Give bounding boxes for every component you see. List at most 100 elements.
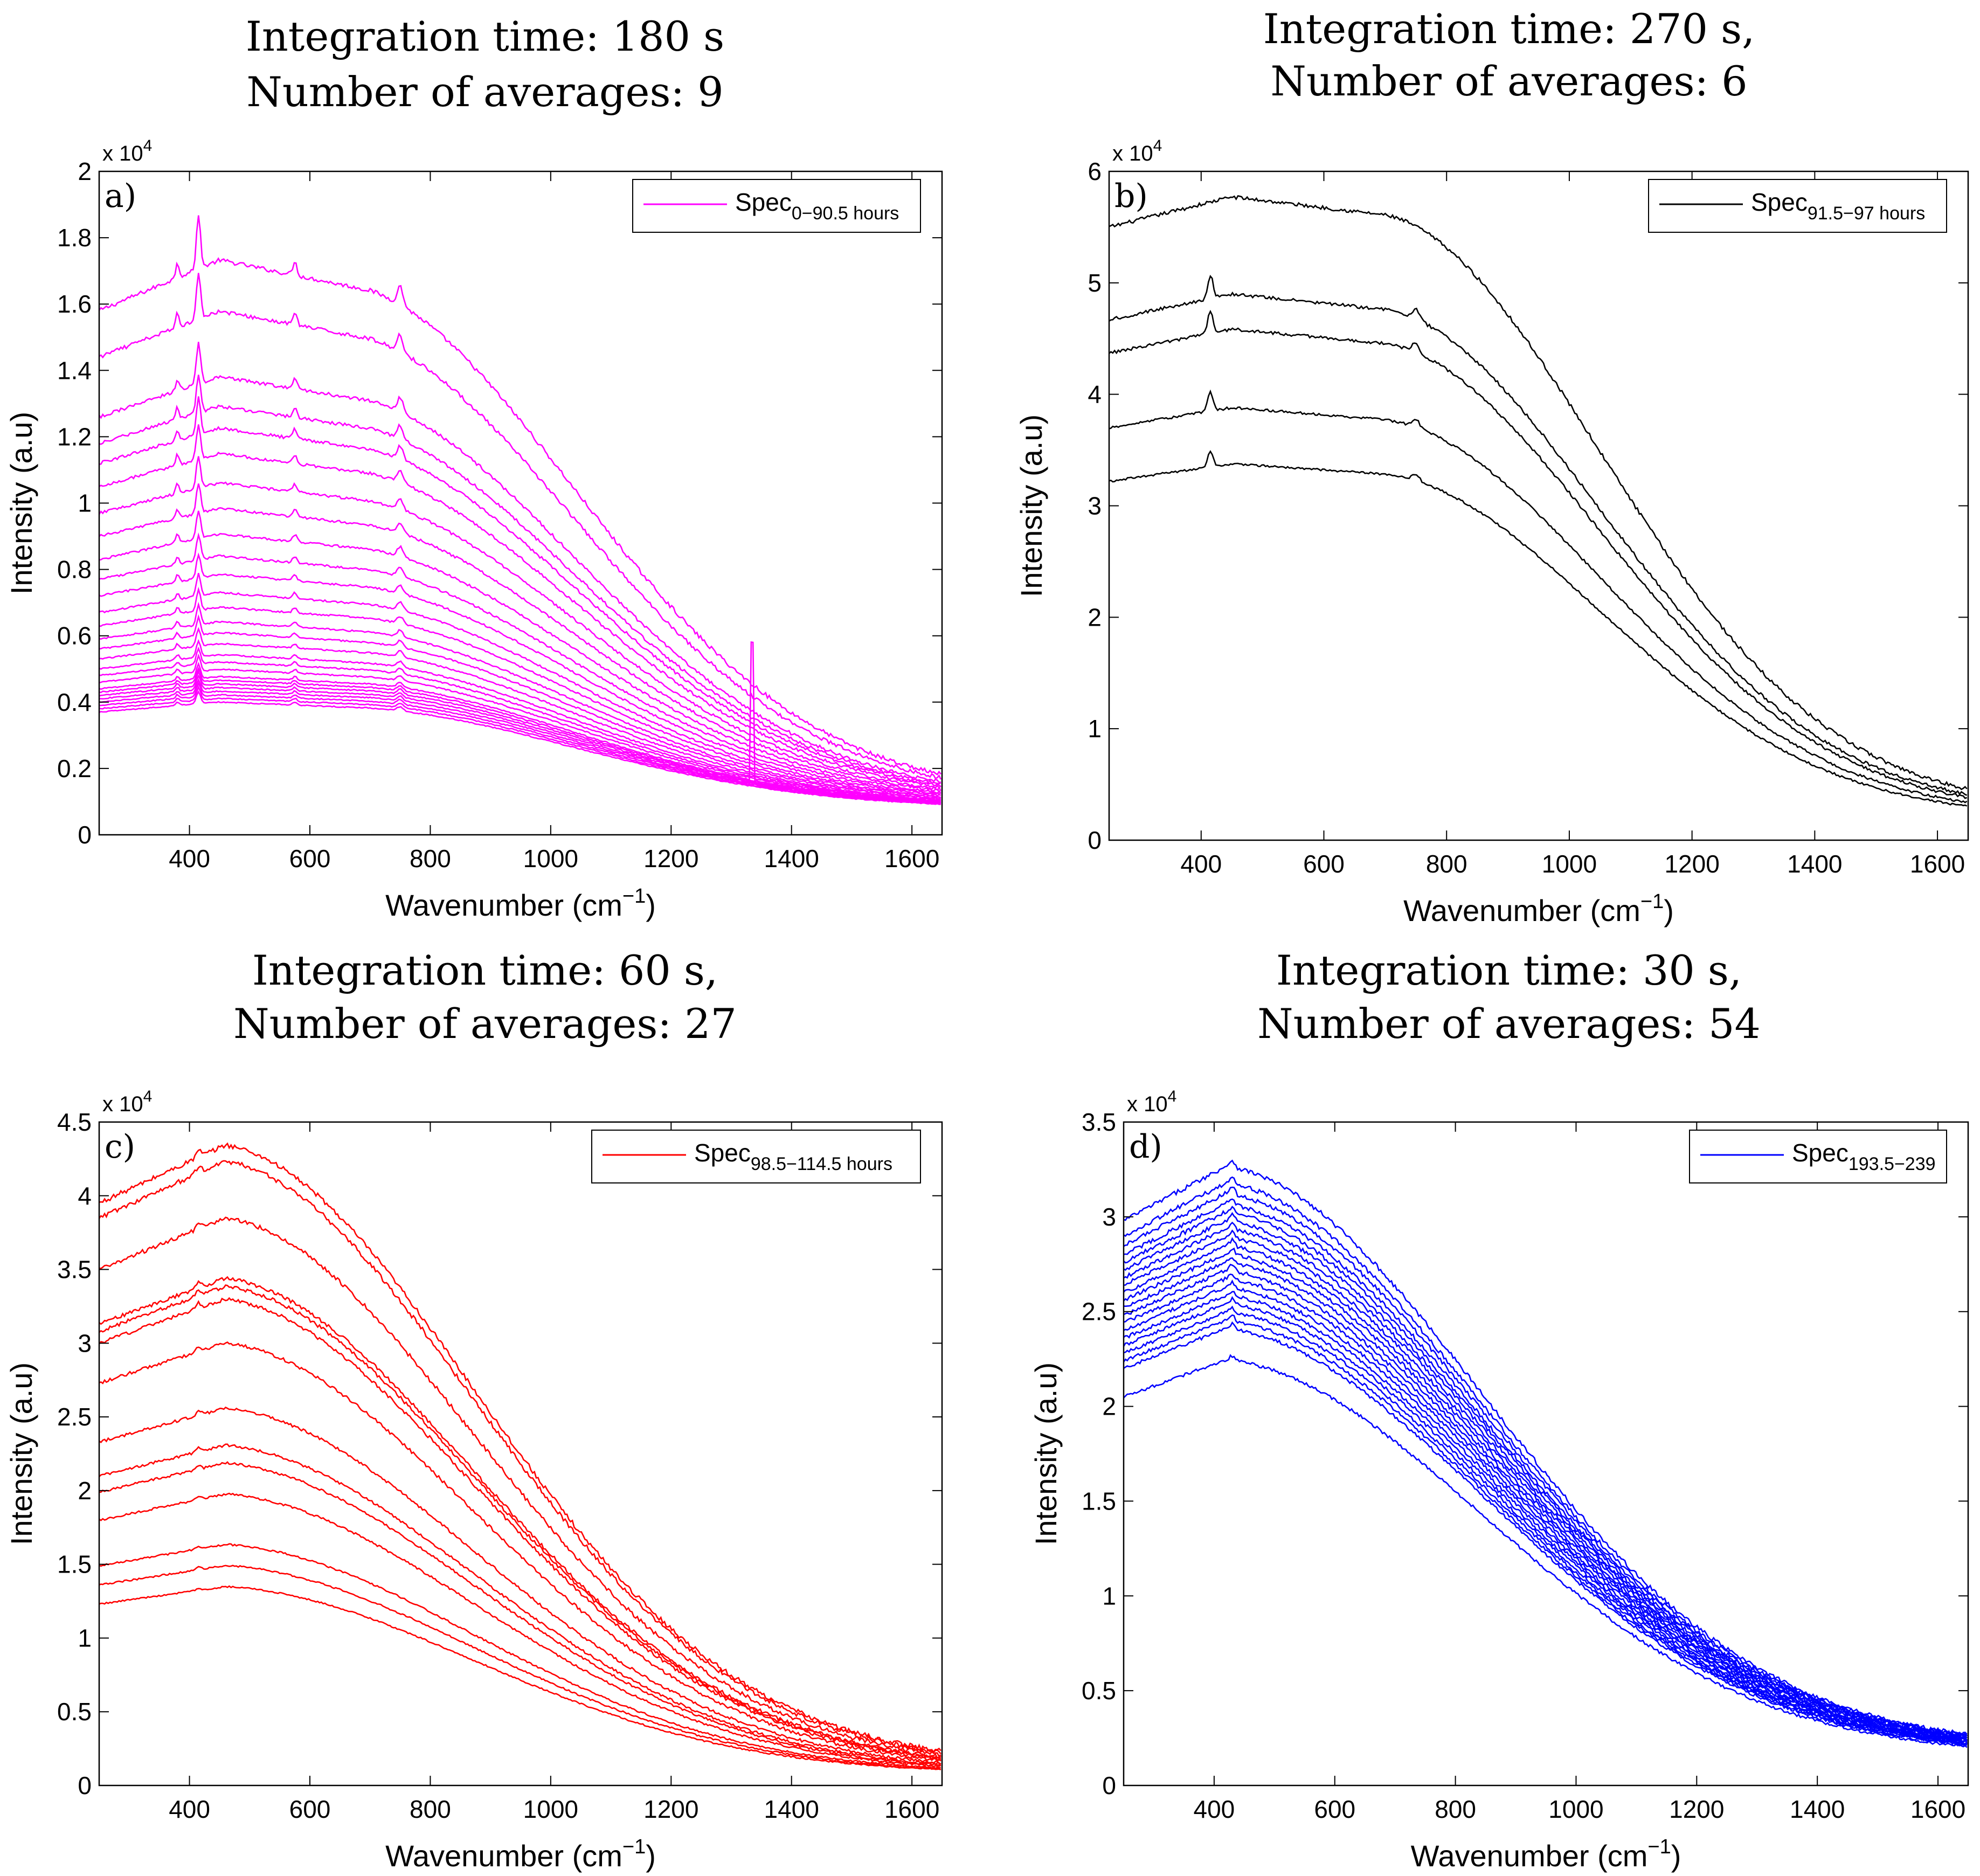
x-tick-label: 1600 [1910,1795,1965,1823]
series-line [1109,309,1968,799]
legend-box [1648,179,1947,233]
x-axis-label-text: Wavenumber (cm [385,888,622,922]
series-line [99,1160,941,1755]
series-line [1109,389,1968,804]
x-tick-label: 400 [1180,850,1222,878]
x-tick-label: 1600 [884,1795,939,1823]
series-line [99,674,941,804]
series-line [1124,1263,1968,1742]
panel-title-line2: Number of averages: 6 [1270,57,1747,105]
y-tick-label: 1.6 [57,290,92,318]
x-tick-label: 400 [1194,1795,1235,1823]
x-tick-label: 600 [1303,850,1345,878]
series-line [99,667,941,804]
series-line [99,424,941,789]
y-multiplier-exp: 4 [1153,137,1162,155]
x-tick-label: 1400 [1787,850,1842,878]
y-tick-label: 3.5 [57,1256,92,1284]
x-axis-label: Wavenumber (cm−1) [1411,1836,1681,1873]
y-tick-label: 1 [78,489,92,517]
legend-label: Spec91.5−97 hours [1751,188,1925,224]
x-tick-label: 1200 [643,844,698,873]
series-line [99,681,941,804]
x-axis-label-sup: −1 [1640,890,1664,913]
series-line [99,396,941,787]
y-axis-label: Intensity (a.u) [1029,1362,1063,1545]
series-line [99,1406,941,1765]
y-multiplier-exp: 4 [1168,1088,1177,1105]
series-line [1124,1305,1968,1746]
x-tick-label: 1400 [764,844,819,873]
series-line [99,1341,941,1763]
y-tick-label: 1.8 [57,224,92,252]
y-tick-label: 6 [1088,157,1102,185]
x-tick-label: 600 [1314,1795,1355,1823]
y-tick-label: 0 [78,1771,92,1799]
panel-label: a) [105,177,136,215]
panel-title-line2: Number of averages: 9 [246,68,723,116]
panel-title-line1: Integration time: 180 s [246,12,724,60]
panel-title-line1: Integration time: 30 s, [1276,946,1742,994]
series-line [99,456,941,791]
series-line [1124,1221,1968,1740]
series-line [99,215,941,776]
series-line [99,375,941,785]
x-axis-label-sup: −1 [1647,1836,1671,1858]
y-tick-label: 1.4 [57,356,92,384]
series-line [99,1276,941,1759]
legend: Spec91.5−97 hours [1648,179,1947,233]
axes-frame [1123,1121,1969,1787]
legend-label-subscript: 91.5−97 hours [1808,203,1925,224]
y-tick-label: 3 [78,1329,92,1357]
series-line [99,552,941,797]
x-tick-label: 1000 [523,844,578,873]
series-line [99,1443,941,1766]
series-line [1109,195,1968,791]
series-line [99,1216,941,1758]
x-tick-label: 1000 [523,1795,578,1823]
x-tick-label: 600 [289,844,331,873]
series-line [99,586,941,799]
y-tick-label: 2 [1102,1393,1116,1421]
series-group [99,1142,941,1770]
legend-box [632,179,921,233]
series-line [99,690,941,805]
series-line [99,573,941,798]
y-multiplier: x 104 [102,137,152,165]
x-axis-label-text: Wavenumber (cm [1411,1839,1648,1873]
panel-title-line1: Integration time: 270 s, [1263,5,1755,53]
y-axis-label: Intensity (a.u) [1014,414,1048,597]
series-line [99,685,941,805]
y-multiplier: x 104 [1112,137,1162,165]
series-line [99,1461,941,1766]
y-tick-label: 2.5 [1082,1298,1116,1326]
x-tick-label: 1000 [1542,850,1597,878]
legend-label-subscript: 0−90.5 hours [792,203,899,224]
x-axis-label: Wavenumber (cm−1) [385,885,656,922]
y-multiplier-exp: 4 [143,1088,153,1105]
legend-label-subscript: 98.5−114.5 hours [751,1154,892,1174]
series-line [99,1492,941,1767]
y-multiplier-base: x 10 [102,1092,143,1116]
x-tick-label: 600 [289,1795,331,1823]
y-tick-label: 1.5 [1082,1487,1116,1515]
legend-label-name: Spec [735,188,792,216]
x-tick-label: 1400 [764,1795,819,1823]
x-axis-label-end: ) [1671,1839,1681,1873]
x-axis-label-end: ) [1664,894,1674,927]
y-multiplier-base: x 10 [1127,1092,1168,1116]
y-tick-label: 1 [78,1624,92,1652]
x-tick-label: 400 [169,844,210,873]
series-line [1109,274,1968,796]
series-line [1124,1296,1968,1746]
series-line [1124,1212,1968,1740]
y-tick-label: 4 [1088,380,1102,409]
y-tick-label: 0.5 [1082,1677,1116,1705]
series-line [99,532,941,795]
series-line [1124,1198,1968,1739]
y-tick-label: 4 [78,1182,92,1210]
y-multiplier: x 104 [102,1088,152,1116]
x-tick-label: 1600 [884,844,939,873]
y-tick-label: 4.5 [57,1108,92,1136]
series-line [99,1284,941,1759]
